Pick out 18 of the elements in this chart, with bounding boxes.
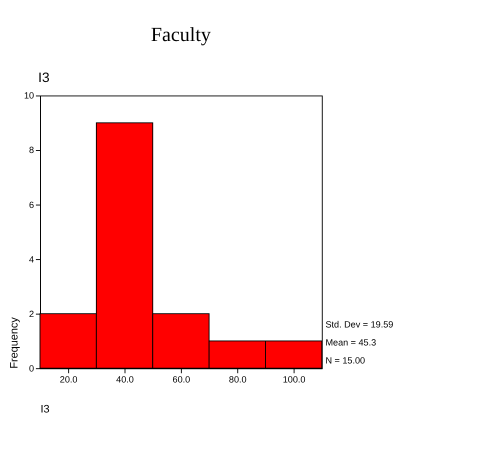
x-tick-label: 20.0	[60, 374, 78, 384]
y-tick-label: 10	[24, 90, 34, 101]
text: N = 15.00	[325, 356, 366, 366]
y-tick-label: 6	[29, 200, 34, 210]
chart-subtitle: I3	[38, 70, 50, 85]
x-tick-label: 40.0	[116, 374, 134, 384]
y-axis-title: Frequency	[8, 316, 21, 369]
x-tick-label: 80.0	[228, 374, 247, 384]
text: Mean = 45.3	[325, 338, 376, 348]
x-tick-label: 60.0	[172, 374, 190, 384]
y-tick-label: 8	[29, 145, 34, 156]
chart-title: Faculty	[150, 24, 211, 46]
x-axis-title: I3	[40, 403, 50, 416]
y-tick-label: 0	[29, 363, 34, 374]
x-tick-label: 100.0	[282, 374, 306, 384]
y-tick-label: 2	[29, 308, 34, 319]
y-tick-label: 4	[29, 254, 34, 264]
text: Std. Dev = 19.59	[325, 319, 394, 330]
